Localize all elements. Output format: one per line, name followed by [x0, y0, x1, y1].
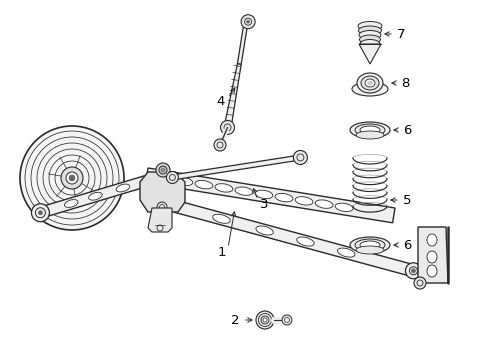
Ellipse shape: [64, 199, 78, 207]
Ellipse shape: [349, 122, 389, 138]
Ellipse shape: [255, 190, 272, 199]
Ellipse shape: [212, 214, 230, 223]
Circle shape: [159, 166, 167, 174]
Circle shape: [166, 171, 178, 184]
Ellipse shape: [275, 193, 292, 202]
Polygon shape: [39, 175, 152, 218]
Ellipse shape: [215, 184, 232, 192]
Circle shape: [293, 150, 307, 165]
Text: 6: 6: [402, 239, 410, 252]
Text: 2: 2: [230, 314, 239, 327]
Text: 6: 6: [402, 123, 410, 136]
Text: 1: 1: [217, 246, 226, 258]
Polygon shape: [145, 168, 394, 223]
Circle shape: [66, 172, 78, 184]
Ellipse shape: [358, 31, 380, 40]
Ellipse shape: [357, 22, 381, 31]
Ellipse shape: [354, 239, 384, 251]
Ellipse shape: [335, 203, 352, 212]
Ellipse shape: [360, 76, 378, 90]
Ellipse shape: [88, 192, 102, 200]
Text: 5: 5: [402, 194, 411, 207]
Ellipse shape: [367, 81, 372, 85]
Ellipse shape: [364, 79, 374, 87]
Ellipse shape: [175, 177, 192, 186]
Circle shape: [214, 139, 225, 151]
Ellipse shape: [195, 180, 212, 189]
Polygon shape: [148, 208, 172, 232]
Circle shape: [161, 168, 164, 172]
Ellipse shape: [116, 184, 129, 192]
Polygon shape: [358, 44, 380, 64]
Polygon shape: [417, 227, 447, 283]
Circle shape: [156, 163, 170, 177]
Polygon shape: [172, 155, 300, 180]
Ellipse shape: [349, 237, 389, 253]
Circle shape: [410, 269, 415, 273]
Text: 7: 7: [396, 27, 405, 41]
Ellipse shape: [359, 35, 380, 44]
Circle shape: [61, 167, 83, 189]
Ellipse shape: [315, 200, 332, 208]
Circle shape: [220, 121, 234, 134]
Ellipse shape: [235, 187, 252, 195]
Polygon shape: [171, 200, 414, 276]
Circle shape: [405, 263, 421, 279]
Ellipse shape: [355, 131, 383, 139]
Ellipse shape: [255, 226, 273, 235]
Circle shape: [282, 315, 291, 325]
Circle shape: [246, 20, 249, 23]
Ellipse shape: [426, 251, 436, 263]
Ellipse shape: [337, 248, 354, 257]
Ellipse shape: [426, 265, 436, 277]
Ellipse shape: [359, 40, 379, 49]
Ellipse shape: [296, 237, 313, 246]
Ellipse shape: [359, 126, 379, 134]
Polygon shape: [224, 64, 241, 128]
Ellipse shape: [358, 26, 381, 35]
Circle shape: [263, 318, 266, 322]
Ellipse shape: [356, 73, 382, 93]
Circle shape: [261, 316, 268, 324]
Polygon shape: [237, 21, 247, 64]
Circle shape: [69, 175, 75, 181]
Circle shape: [413, 277, 425, 289]
Ellipse shape: [295, 197, 312, 205]
Circle shape: [256, 311, 273, 329]
Text: 4: 4: [216, 95, 224, 108]
Circle shape: [225, 126, 228, 129]
Ellipse shape: [359, 241, 379, 249]
Circle shape: [157, 202, 167, 212]
Circle shape: [20, 126, 124, 230]
Ellipse shape: [354, 124, 384, 136]
Circle shape: [241, 15, 255, 29]
Ellipse shape: [426, 234, 436, 246]
Text: 8: 8: [400, 77, 408, 90]
Ellipse shape: [351, 82, 387, 96]
Text: 3: 3: [260, 198, 268, 211]
Ellipse shape: [355, 246, 383, 254]
Circle shape: [39, 211, 42, 215]
Polygon shape: [140, 172, 184, 212]
Circle shape: [31, 204, 49, 222]
